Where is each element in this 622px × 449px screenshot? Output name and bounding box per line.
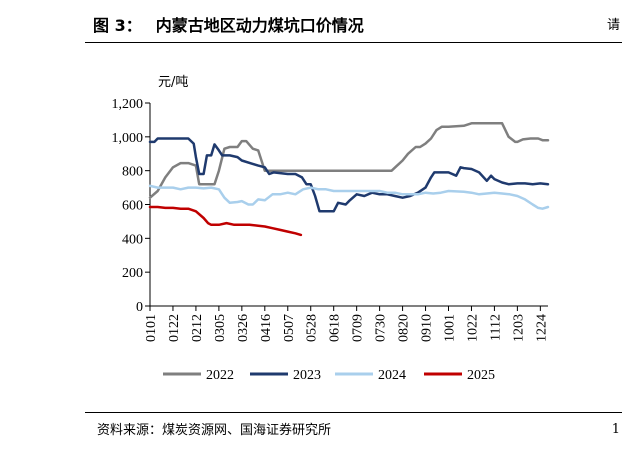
legend-label-2025: 2025 (467, 368, 495, 383)
figure-title: 图 3： 内蒙古地区动力煤坑口价情况 (93, 12, 364, 36)
x-tick-label: 0910 (420, 314, 435, 342)
figure-label: 图 3： (93, 16, 142, 35)
x-tick-label: 0528 (305, 314, 320, 342)
figure-title-text: 内蒙古地区动力煤坑口价情况 (155, 16, 364, 35)
x-axis: 0101 0122 0212 0305 0326 0416 0507 0528 0618 0709… (144, 305, 549, 342)
y-tick-label: 1,000 (112, 131, 144, 146)
x-tick-label: 0416 (259, 314, 274, 342)
x-tick-label: 1203 (511, 314, 526, 342)
x-tick-label: 0101 (144, 314, 159, 342)
figure-header: 图 3： 内蒙古地区动力煤坑口价情况 (85, 8, 622, 42)
x-tick-label: 1224 (534, 314, 549, 342)
x-tick-label: 0326 (236, 314, 251, 342)
legend-label-2022: 2022 (206, 368, 234, 383)
y-tick-label: 400 (122, 232, 143, 247)
x-tick-label: 0212 (190, 314, 205, 342)
x-tick-label: 0305 (213, 314, 228, 342)
legend: 2022 2023 2024 2025 (163, 368, 495, 383)
source-note: 资料来源：煤炭资源网、国海证券研究所 (97, 423, 332, 438)
series-line-2023 (148, 137, 550, 213)
legend-label-2024: 2024 (378, 368, 406, 383)
x-tick-label: 0820 (397, 314, 412, 342)
edge-glyph-bottom: 1 (611, 422, 620, 437)
x-tick-label: 0507 (282, 314, 297, 342)
y-tick-label: 600 (122, 199, 143, 214)
x-tick-label: 1001 (443, 314, 458, 342)
series-layer (148, 122, 550, 237)
series-line-2024 (148, 184, 550, 210)
x-tick-label: 0709 (351, 314, 366, 342)
x-tick-label: 0618 (328, 314, 343, 342)
y-tick-label: 1,200 (112, 97, 144, 112)
y-tick-label: 800 (122, 165, 143, 180)
header-rule (85, 42, 622, 43)
series-line-2022 (148, 122, 550, 199)
x-tick-label: 0730 (374, 314, 389, 342)
legend-label-2023: 2023 (293, 368, 321, 383)
footer-rule (85, 412, 622, 413)
y-tick-label: 0 (136, 300, 143, 315)
y-axis: 0 200 400 600 800 1,000 1,200 (112, 97, 151, 315)
edge-glyph-top: 请 (606, 18, 620, 33)
x-tick-label: 0122 (167, 314, 182, 342)
x-tick-label: 1112 (488, 314, 503, 341)
y-axis-unit-label: 元/吨 (158, 75, 188, 90)
series-line-2025 (148, 205, 303, 237)
y-tick-label: 200 (122, 266, 143, 281)
x-tick-label: 1022 (465, 314, 480, 342)
